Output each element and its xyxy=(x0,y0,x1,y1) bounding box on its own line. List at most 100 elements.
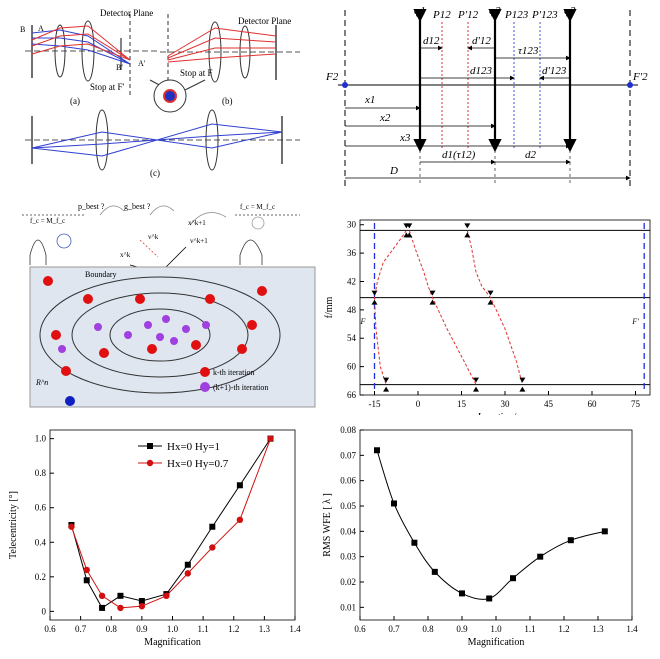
y-tick-label: 0.07 xyxy=(340,450,356,460)
y-tick-label: 0.2 xyxy=(35,572,46,582)
x-tick-label: 0 xyxy=(416,399,421,409)
lens-marker xyxy=(383,377,390,392)
data-point xyxy=(83,566,90,574)
trajectory-lens-3 xyxy=(466,230,523,385)
data-point xyxy=(486,595,493,602)
lens-marker xyxy=(464,223,471,238)
data-point xyxy=(567,537,574,544)
label-x1: x1 xyxy=(364,94,375,106)
legend-k1: (k+1)-th iteration xyxy=(213,383,268,392)
x-tick-label: 0.7 xyxy=(75,624,87,634)
data-point xyxy=(209,523,216,530)
x-tick-label: 0.9 xyxy=(456,624,468,634)
label-F2p: F'2 xyxy=(632,71,648,83)
label-d123: d123 xyxy=(470,65,493,77)
lens-marker xyxy=(403,223,410,238)
label-P123: P123 xyxy=(504,9,529,21)
label-d12: d12 xyxy=(423,35,440,47)
y-tick-label: 1.0 xyxy=(35,434,47,444)
label-phi1: φ1 xyxy=(414,5,426,17)
y-axis-label: RMS WFE [ λ ] xyxy=(322,493,333,557)
particles xyxy=(43,276,267,406)
label-P12p: P'12 xyxy=(457,9,479,21)
data-point xyxy=(411,539,418,546)
label-x2: x2 xyxy=(379,112,391,124)
x-tick-label: 1.3 xyxy=(592,624,604,634)
y-tick-label: 36 xyxy=(347,248,357,258)
data-point xyxy=(601,528,608,535)
label-xk1: x^k+1 xyxy=(188,219,206,227)
y-tick-label: 0.04 xyxy=(340,526,356,536)
label-d1tau12: d1(τ12) xyxy=(442,149,476,161)
x-tick-label: 1.4 xyxy=(289,624,301,634)
system-b xyxy=(160,14,300,95)
label-vk: v^k xyxy=(148,233,159,241)
x-tick-label: 0.7 xyxy=(388,624,400,634)
label-boundary: Boundary xyxy=(85,270,117,279)
y-tick-label: 0.4 xyxy=(35,537,47,547)
stop-right: Stop at F xyxy=(180,68,213,78)
data-point xyxy=(374,447,380,454)
data-point xyxy=(431,568,438,575)
point-A: A xyxy=(38,24,44,33)
label-P123p: P'123 xyxy=(531,9,558,21)
data-point xyxy=(184,570,192,577)
sub-c: (c) xyxy=(150,168,160,178)
x-tick-label: 30 xyxy=(501,399,511,409)
focal-label-Fp: F' xyxy=(631,317,639,326)
x-tick-label: 1.0 xyxy=(167,624,179,634)
y-tick-label: 0.8 xyxy=(35,468,47,478)
label-F2: F2 xyxy=(325,71,339,83)
label-phi2: φ2 xyxy=(489,5,501,17)
y-tick-label: 66 xyxy=(347,390,357,400)
y-tick-label: 42 xyxy=(347,276,356,286)
label-phi3: φ3 xyxy=(564,5,576,17)
label-D: D xyxy=(389,165,398,177)
data-point xyxy=(99,604,106,611)
x-tick-label: 1.3 xyxy=(259,624,271,634)
x-tick-label: 0.8 xyxy=(422,624,434,634)
lens-marker xyxy=(519,377,526,392)
data-point xyxy=(236,482,243,489)
x-axis-label: Magnification xyxy=(468,637,525,648)
data-point xyxy=(459,590,465,597)
data-point xyxy=(117,592,124,599)
data-point xyxy=(184,561,191,568)
x-tick-label: 1.2 xyxy=(558,624,569,634)
legend-k-marker xyxy=(200,367,210,377)
data-point xyxy=(209,544,216,551)
pso-diagram: p_best ? g_best ? f_c = M_f_c f_c = M_f_… xyxy=(22,202,316,408)
x-tick-label: 60 xyxy=(588,399,598,409)
label-P12: P12 xyxy=(432,9,451,21)
rms-curve xyxy=(376,450,605,600)
telecentricity-chart: 0.6 0.7 0.8 0.9 1.0 1.1 1.2 1.3 1.4 0 0.2 0.4 0.6 0.8… xyxy=(8,429,301,648)
x-tick-label: 1.1 xyxy=(198,624,209,634)
optical-layout-figure: Detector Plane Stop at F' B A B' A' (a) … xyxy=(20,8,300,178)
label-vk1: v^k+1 xyxy=(190,237,208,245)
data-point xyxy=(236,516,244,524)
data-point xyxy=(537,553,544,560)
data-point xyxy=(68,523,75,530)
data-point xyxy=(117,604,124,612)
sub-b: (b) xyxy=(222,96,233,106)
pupil-icon xyxy=(149,79,206,113)
x-tick-label: 0.8 xyxy=(106,624,118,634)
data-point xyxy=(98,592,106,600)
system-a xyxy=(25,14,160,95)
legend-marker xyxy=(146,459,154,467)
legend-k1-marker xyxy=(200,382,210,392)
y-tick-label: 30 xyxy=(347,220,357,230)
legend-marker xyxy=(147,443,153,449)
label-g-best: g_best ? xyxy=(124,202,151,211)
y-axis-label: f/mm xyxy=(324,296,335,318)
top-illustration xyxy=(22,205,300,274)
lens-marker xyxy=(487,290,494,305)
y-tick-label: 0.01 xyxy=(340,602,356,612)
detector-plane-left: Detector Plane xyxy=(100,8,153,18)
label-f-right: f_c = M_f_c xyxy=(240,203,275,211)
x-tick-label: -15 xyxy=(369,399,381,409)
y-tick-label: 0.08 xyxy=(340,425,356,435)
x-tick-label: 45 xyxy=(544,399,554,409)
x-axis-label: Magnification xyxy=(144,637,201,648)
sub-a: (a) xyxy=(70,96,80,106)
